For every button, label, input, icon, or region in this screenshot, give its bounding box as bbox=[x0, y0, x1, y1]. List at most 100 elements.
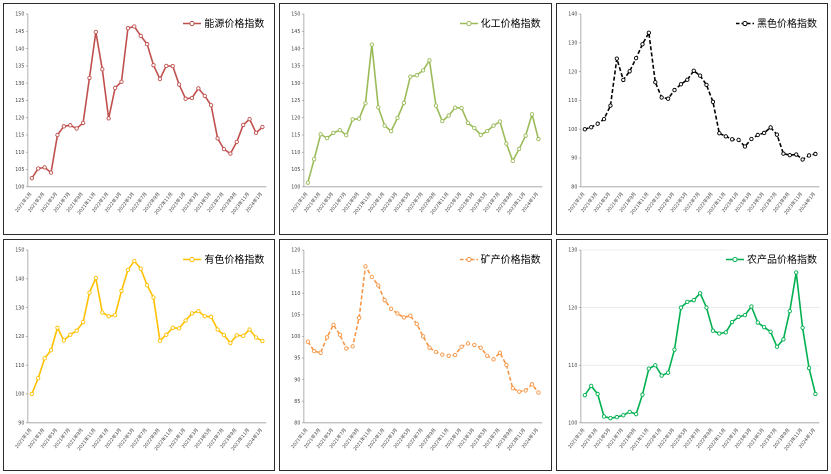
data-point-marker bbox=[106, 116, 111, 121]
data-point-marker bbox=[68, 123, 73, 128]
legend-line-marker-icon bbox=[183, 249, 202, 268]
data-point-marker bbox=[363, 101, 368, 106]
y-axis-tick-label: 115 bbox=[292, 133, 301, 139]
data-point-marker bbox=[478, 345, 484, 350]
data-point-marker bbox=[742, 144, 747, 149]
data-point-marker bbox=[620, 77, 626, 83]
price-line bbox=[307, 265, 540, 394]
legend-label-chemical: 化工价格指数 bbox=[480, 19, 541, 30]
data-point-marker bbox=[93, 275, 98, 281]
data-point-marker bbox=[691, 298, 696, 303]
data-point-marker bbox=[208, 314, 214, 319]
y-axis-tick-label: 80 bbox=[295, 420, 301, 426]
y-axis-tick-label: 140 bbox=[292, 46, 301, 52]
y-axis-tick-label: 140 bbox=[15, 46, 24, 52]
data-point-marker bbox=[774, 344, 779, 349]
legend-label-ferrous: 黑色价格指数 bbox=[757, 19, 817, 30]
data-point-marker bbox=[588, 125, 593, 130]
data-point-marker bbox=[106, 314, 111, 319]
data-point-marker bbox=[112, 85, 118, 91]
y-axis-tick-label: 100 bbox=[568, 127, 577, 133]
y-axis-tick-label: 100 bbox=[292, 184, 301, 190]
data-point-marker bbox=[87, 290, 92, 295]
data-point-marker bbox=[55, 132, 60, 138]
data-point-marker bbox=[459, 344, 465, 349]
data-point-marker bbox=[241, 122, 246, 128]
y-axis-tick-label: 110 bbox=[292, 291, 301, 297]
data-point-marker bbox=[183, 318, 188, 323]
data-point-marker bbox=[344, 346, 349, 351]
data-point-marker bbox=[42, 356, 47, 361]
data-point-marker bbox=[736, 314, 741, 319]
data-point-marker bbox=[723, 330, 728, 335]
data-point-marker bbox=[446, 113, 452, 118]
data-point-marker bbox=[157, 76, 163, 82]
chart-panel-agricultural: 农产品价格指数 100 110 120 130 2021年1月 2021年3月 2021年5… bbox=[555, 239, 828, 471]
data-point-marker bbox=[780, 151, 786, 156]
y-axis-tick-label: 115 bbox=[15, 133, 24, 139]
data-point-marker bbox=[157, 338, 163, 343]
data-point-marker bbox=[42, 165, 47, 170]
y-axis-tick-label: 150 bbox=[292, 12, 301, 18]
y-axis: 100 105 110 115 120 125 130 135 140 145 150 bbox=[15, 12, 29, 191]
chart-canvas-agricultural: 100 110 120 130 2021年1月 2021年3月 2021年5月 2021年7月… bbox=[557, 240, 827, 470]
data-point-marker bbox=[80, 120, 86, 126]
y-axis-tick-label: 110 bbox=[568, 363, 577, 369]
data-point-marker bbox=[607, 416, 613, 421]
legend-line-marker-icon bbox=[459, 13, 478, 32]
y-axis-tick-label: 120 bbox=[292, 115, 301, 121]
data-point-marker bbox=[138, 266, 143, 271]
data-point-marker bbox=[382, 123, 388, 128]
y-axis-tick-label: 150 bbox=[15, 12, 24, 18]
data-point-marker bbox=[684, 77, 690, 82]
data-point-marker bbox=[215, 136, 220, 141]
x-axis: 2021年1月2021年3月2021年5月2021年7月2021年9月2021年… bbox=[13, 422, 267, 452]
price-index-chart: 80 90 100 110 120 130 140 2021年1月2021年3月2021年5月… bbox=[566, 12, 820, 216]
legend-line-marker-icon bbox=[726, 249, 744, 268]
data-point-marker bbox=[382, 298, 388, 303]
data-point-markers bbox=[29, 258, 265, 397]
data-point-marker bbox=[627, 409, 632, 415]
y-axis-tick-label: 110 bbox=[15, 363, 24, 369]
chart-panel-energy: 能源价格指数 100 105 110 115 120 125 130 135 140 145 150… bbox=[3, 3, 276, 235]
data-point-marker bbox=[402, 100, 407, 105]
y-axis-tick-label: 120 bbox=[15, 115, 24, 121]
data-point-marker bbox=[68, 332, 73, 337]
data-point-marker bbox=[595, 121, 600, 126]
data-point-marker bbox=[196, 86, 201, 91]
data-point-marker bbox=[478, 132, 484, 138]
data-point-marker bbox=[517, 146, 522, 151]
data-point-marker bbox=[491, 357, 497, 362]
data-point-marker bbox=[306, 339, 311, 344]
data-point-marker bbox=[614, 414, 619, 420]
data-point-marker bbox=[729, 319, 734, 325]
legend-line-marker-icon bbox=[459, 249, 478, 268]
data-point-marker bbox=[48, 170, 54, 175]
data-point-marker bbox=[646, 366, 651, 371]
data-point-marker bbox=[61, 338, 66, 343]
data-point-marker bbox=[633, 411, 638, 417]
data-point-marker bbox=[793, 152, 799, 157]
data-point-marker bbox=[331, 130, 336, 136]
data-point-marker bbox=[318, 350, 324, 355]
legend-line-marker-icon bbox=[183, 20, 202, 27]
data-point-marker bbox=[446, 353, 452, 358]
data-point-marker bbox=[151, 63, 156, 68]
data-point-marker bbox=[665, 96, 670, 101]
data-point-marker bbox=[485, 128, 490, 134]
data-point-marker bbox=[112, 312, 118, 318]
legend-line-marker-icon bbox=[736, 20, 754, 27]
data-point-markers bbox=[306, 42, 541, 185]
data-point-marker bbox=[215, 327, 220, 332]
data-point-marker bbox=[61, 124, 66, 129]
data-point-marker bbox=[395, 311, 400, 316]
price-index-chart: 100 105 110 115 120 125 130 135 140 145 150 2021年1月… bbox=[13, 12, 267, 216]
y-axis-tick-label: 125 bbox=[292, 98, 301, 104]
y-axis-tick-label: 100 bbox=[15, 184, 24, 190]
x-axis: 2021年1月2021年3月2021年5月2021年7月2021年9月2021年… bbox=[566, 422, 820, 452]
data-point-marker bbox=[125, 267, 131, 273]
y-axis-tick-label: 110 bbox=[292, 150, 301, 156]
data-point-marker bbox=[93, 29, 98, 35]
legend-line-marker-icon bbox=[736, 13, 754, 32]
data-point-marker bbox=[389, 306, 394, 311]
